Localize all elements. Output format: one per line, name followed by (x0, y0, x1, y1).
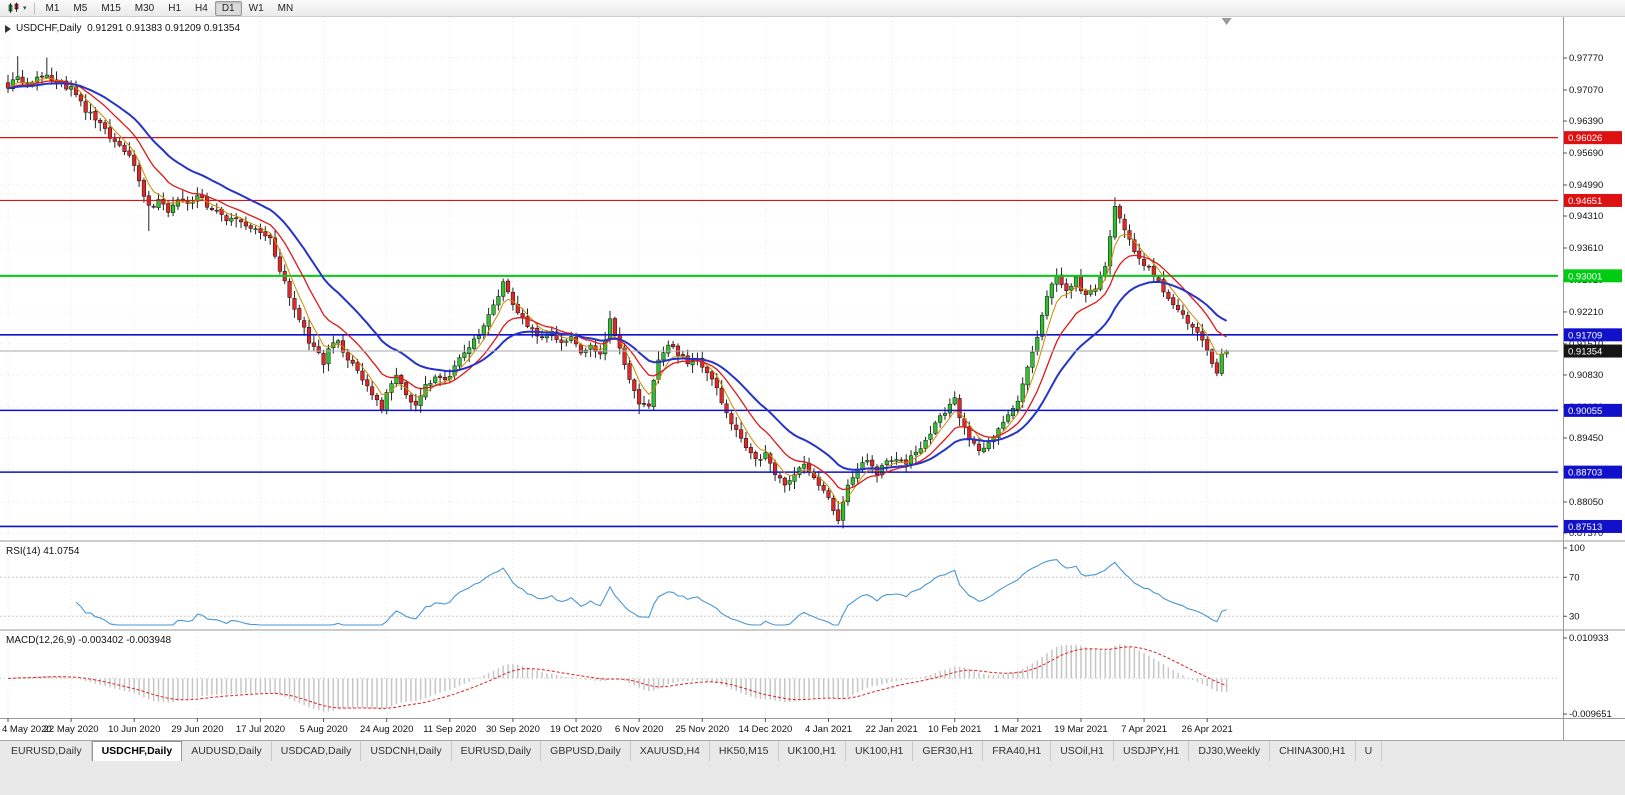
chart-tab-ger30-h1[interactable]: GER30,H1 (913, 741, 984, 761)
chart-tab-hk50-m15[interactable]: HK50,M15 (710, 741, 779, 761)
svg-text:0.96026: 0.96026 (1568, 133, 1602, 144)
svg-text:0.92210: 0.92210 (1569, 307, 1603, 318)
svg-text:6 Nov 2020: 6 Nov 2020 (615, 724, 664, 735)
chart-window: 0.97770 0.97070 0.96390 0.95690 0.94990 0.943… (0, 17, 1625, 740)
svg-text:26 Apr 2021: 26 Apr 2021 (1182, 724, 1233, 735)
chart-periods-button[interactable]: ▾ (4, 1, 30, 16)
svg-text:0.91354: 0.91354 (1568, 347, 1602, 358)
chart-tab-usdjpy-h1[interactable]: USDJPY,H1 (1114, 741, 1190, 761)
svg-text:0.94310: 0.94310 (1569, 211, 1603, 222)
chart-tab-usdcad-daily[interactable]: USDCAD,Daily (272, 741, 362, 761)
chart-tab-uk100-h1[interactable]: UK100,H1 (779, 741, 846, 761)
svg-text:0.88050: 0.88050 (1569, 497, 1603, 508)
chart-tab-dj30-weekly[interactable]: DJ30,Weekly (1189, 741, 1271, 761)
timeframe-button-w1[interactable]: W1 (248, 2, 264, 14)
svg-text:30: 30 (1569, 611, 1580, 622)
macd-panel (0, 644, 1558, 712)
candles (5, 56, 1229, 529)
svg-text:22 May 2020: 22 May 2020 (44, 724, 99, 735)
svg-text:0.89450: 0.89450 (1569, 433, 1603, 444)
dropdown-caret-icon: ▾ (23, 4, 27, 12)
svg-text:0.91709: 0.91709 (1568, 330, 1602, 341)
timeframe-button-h4[interactable]: H4 (195, 2, 208, 14)
svg-text:4 May 2020: 4 May 2020 (2, 724, 52, 735)
moving-averages (7, 77, 1228, 505)
svg-text:25 Nov 2020: 25 Nov 2020 (675, 724, 729, 735)
axis-labels: 0.97770 0.97070 0.96390 0.95690 0.94990 0.943… (2, 53, 1612, 735)
timeframes-toolbar: ▾ M1 M5 M15 M30 H1 H4 D1 W1 MN (0, 0, 1625, 17)
chart-tab-uk100-h1[interactable]: UK100,H1 (846, 741, 914, 761)
candlestick-chart-icon (8, 2, 19, 13)
svg-text:0.88703: 0.88703 (1568, 468, 1602, 479)
timeframe-button-h1[interactable]: H1 (168, 2, 182, 14)
svg-text:17 Jul 2020: 17 Jul 2020 (236, 724, 285, 735)
timeframe-button-m1[interactable]: M1 (45, 2, 60, 14)
svg-text:10 Jun 2020: 10 Jun 2020 (108, 724, 160, 735)
chart-tab-eurusd-daily[interactable]: EURUSD,Daily (452, 741, 542, 761)
svg-text:0.010933: 0.010933 (1569, 633, 1609, 644)
timeframe-button-m30[interactable]: M30 (134, 2, 155, 14)
chart-tab-eurusd-daily[interactable]: EURUSD,Daily (2, 741, 92, 761)
svg-text:0.95690: 0.95690 (1569, 148, 1603, 159)
svg-text:-0.009651: -0.009651 (1569, 709, 1612, 720)
svg-text:30 Sep 2020: 30 Sep 2020 (486, 724, 540, 735)
chart-tabs-bar: EURUSD,Daily USDCHF,Daily AUDUSD,Daily USDC… (0, 740, 1625, 795)
chart-tab-china300-h1[interactable]: CHINA300,H1 (1270, 741, 1356, 761)
rsi-indicator-label: RSI(14) 41.0754 (6, 546, 80, 557)
svg-text:19 Oct 2020: 19 Oct 2020 (550, 724, 602, 735)
chart-tab-gbpusd-daily[interactable]: GBPUSD,Daily (541, 741, 631, 761)
svg-text:24 Aug 2020: 24 Aug 2020 (360, 724, 413, 735)
chart-ohlc-title: USDCHF,Daily 0.91291 0.91383 0.91209 0.9… (16, 23, 241, 34)
svg-text:7 Apr 2021: 7 Apr 2021 (1121, 724, 1167, 735)
timeframe-button-m5[interactable]: M5 (73, 2, 88, 14)
svg-text:11 Sep 2020: 11 Sep 2020 (423, 724, 476, 735)
price-chart[interactable]: 0.97770 0.97070 0.96390 0.95690 0.94990 0.943… (0, 17, 1625, 740)
macd-indicator-label: MACD(12,26,9) -0.003402 -0.003948 (6, 635, 172, 646)
chart-tab-audusd-daily[interactable]: AUDUSD,Daily (182, 741, 272, 761)
timeframe-buttons-group: M1 M5 M15 M30 H1 H4 D1 W1 MN (39, 0, 301, 16)
chart-grid (0, 17, 1558, 718)
svg-text:22 Jan 2021: 22 Jan 2021 (865, 724, 917, 735)
svg-text:14 Dec 2020: 14 Dec 2020 (738, 724, 792, 735)
svg-text:0.96390: 0.96390 (1569, 116, 1603, 127)
toolbar-separator (33, 2, 35, 14)
chart-tab-xauusd-h4[interactable]: XAUUSD,H4 (631, 741, 710, 761)
svg-text:0.94651: 0.94651 (1568, 196, 1602, 207)
chart-tab-usoil-h1[interactable]: USOil,H1 (1051, 741, 1114, 761)
chart-tab-usdchf-daily[interactable]: USDCHF,Daily (91, 741, 183, 761)
chart-tab-usdcnh-daily[interactable]: USDCNH,Daily (361, 741, 452, 761)
svg-text:19 Mar 2021: 19 Mar 2021 (1054, 724, 1107, 735)
svg-text:0.97070: 0.97070 (1569, 85, 1603, 96)
svg-text:0.93610: 0.93610 (1569, 243, 1603, 254)
svg-text:70: 70 (1569, 572, 1580, 583)
chart-shift-marker (1221, 18, 1232, 25)
svg-text:0.97770: 0.97770 (1569, 53, 1603, 64)
svg-text:0.90055: 0.90055 (1568, 406, 1602, 417)
svg-text:4 Jan 2021: 4 Jan 2021 (805, 724, 852, 735)
svg-text:29 Jun 2020: 29 Jun 2020 (171, 724, 223, 735)
one-click-trading-toggle[interactable] (5, 25, 11, 33)
svg-text:10 Feb 2021: 10 Feb 2021 (928, 724, 981, 735)
svg-text:0.93001: 0.93001 (1568, 271, 1602, 282)
timeframe-button-d1[interactable]: D1 (214, 0, 242, 16)
svg-text:5 Aug 2020: 5 Aug 2020 (300, 724, 348, 735)
svg-text:0.91510: 0.91510 (1569, 339, 1603, 350)
panel-separators (0, 17, 1625, 740)
price-badges: 0.96026 0.94651 0.93001 0.91709 0.90055 0.887… (1564, 131, 1622, 533)
svg-text:1 Mar 2021: 1 Mar 2021 (994, 724, 1042, 735)
chart-tab-fra40-h1[interactable]: FRA40,H1 (983, 741, 1052, 761)
svg-text:0.87370: 0.87370 (1569, 528, 1603, 539)
horizontal-level-lines (0, 137, 1558, 528)
svg-text:100: 100 (1569, 543, 1585, 554)
timeframe-button-m15[interactable]: M15 (101, 2, 121, 14)
svg-text:0.90830: 0.90830 (1569, 370, 1603, 381)
chart-tab-u[interactable]: U (1356, 741, 1383, 761)
timeframe-button-mn[interactable]: MN (277, 2, 294, 14)
svg-text:0.87513: 0.87513 (1568, 522, 1602, 533)
rsi-panel (0, 559, 1558, 626)
svg-text:0.94990: 0.94990 (1569, 180, 1603, 191)
chart-tabs-row: EURUSD,Daily USDCHF,Daily AUDUSD,Daily USDC… (0, 741, 1625, 761)
